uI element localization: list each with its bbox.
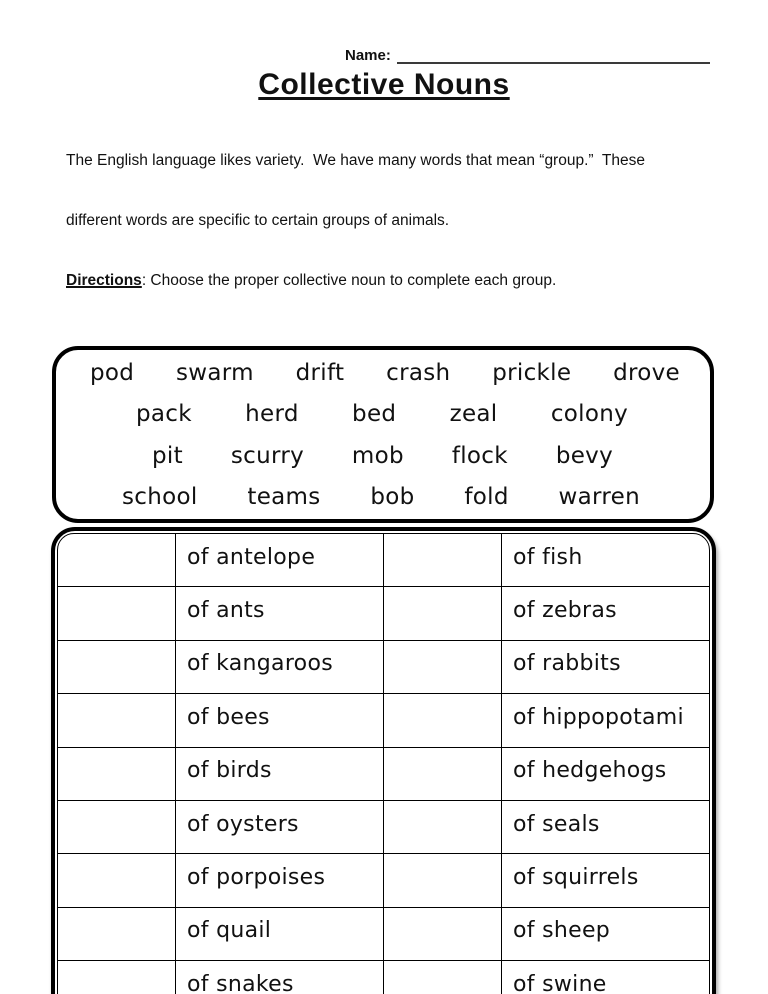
answer-blank-left[interactable] <box>58 854 176 908</box>
intro-paragraph: The English language likes variety. We h… <box>66 111 710 331</box>
group-label-right: of rabbits <box>502 641 709 695</box>
word-bank-row: school teams bob fold warren <box>56 477 710 519</box>
word-bank-word: teams <box>247 484 321 511</box>
word-bank: pod swarm drift crash prickle drove pack herd be… <box>52 346 714 523</box>
word-bank-word: mob <box>351 442 404 469</box>
answer-blank-left[interactable] <box>58 694 176 748</box>
word-bank-word: crash <box>386 359 451 386</box>
group-label-left: of antelope <box>176 534 384 588</box>
answer-table: of antelope of fish of ants of zebras of kan… <box>51 527 716 994</box>
answer-blank-right[interactable] <box>384 694 502 748</box>
word-bank-row: pod swarm drift crash prickle drove <box>56 352 710 394</box>
word-bank-word: herd <box>245 401 299 428</box>
word-bank-word: scurry <box>230 442 304 469</box>
answer-blank-right[interactable] <box>384 534 502 588</box>
group-label-right: of seals <box>502 801 709 855</box>
answer-blank-right[interactable] <box>384 800 502 855</box>
answer-blank-left[interactable] <box>58 961 176 994</box>
page-title: Collective Nouns <box>258 68 510 101</box>
word-bank-word: pack <box>136 401 192 428</box>
word-bank-word: drove <box>613 359 680 386</box>
word-bank-word: flock <box>451 442 508 469</box>
answer-blank-right[interactable] <box>384 587 502 641</box>
group-label-right: of swine <box>502 961 709 994</box>
answer-blank-left[interactable] <box>58 640 176 695</box>
word-bank-row: pack herd bed zeal colony <box>56 394 710 436</box>
group-label-left: of birds <box>176 747 384 801</box>
word-bank-word: bevy <box>555 442 613 469</box>
group-label-right: of squirrels <box>502 854 709 908</box>
group-label-right: of fish <box>502 534 709 588</box>
answer-blank-left[interactable] <box>58 587 176 641</box>
answer-blank-right[interactable] <box>384 907 502 962</box>
answer-blank-left[interactable] <box>58 747 176 801</box>
group-label-left: of ants <box>176 587 384 641</box>
intro-line-2: different words are specific to certain … <box>66 212 450 229</box>
word-bank-word: fold <box>464 484 509 511</box>
answer-blank-right[interactable] <box>384 961 502 994</box>
group-label-right: of hippopotami <box>502 694 709 748</box>
answer-blank-right[interactable] <box>384 747 502 801</box>
word-bank-word: colony <box>550 401 628 428</box>
name-label: Name: <box>345 47 391 64</box>
intro-line-1: The English language likes variety. We h… <box>66 152 645 169</box>
answer-table-grid: of antelope of fish of ants of zebras of kan… <box>58 534 709 994</box>
word-bank-word: drift <box>295 359 345 386</box>
word-bank-word: bob <box>370 484 415 511</box>
word-bank-word: zeal <box>449 401 498 428</box>
directions-line: Directions: Choose the proper collective… <box>66 271 710 291</box>
group-label-left: of oysters <box>176 800 384 855</box>
answer-blank-left[interactable] <box>58 534 176 588</box>
word-bank-word: swarm <box>175 359 254 386</box>
group-label-left: of snakes <box>176 961 384 994</box>
group-label-left: of quail <box>176 907 384 962</box>
answer-blank-right[interactable] <box>384 854 502 908</box>
name-row: Name: <box>345 44 710 64</box>
answer-blank-left[interactable] <box>58 907 176 962</box>
answer-table-inner: of antelope of fish of ants of zebras of kan… <box>57 533 710 994</box>
directions-text: : Choose the proper collective noun to c… <box>141 272 557 289</box>
group-label-left: of porpoises <box>176 854 384 908</box>
group-label-right: of hedgehogs <box>502 748 709 801</box>
word-bank-word: warren <box>558 484 640 511</box>
word-bank-word: pod <box>90 359 135 386</box>
group-label-left: of bees <box>176 694 384 748</box>
answer-blank-left[interactable] <box>58 800 176 855</box>
word-bank-word: pit <box>152 442 183 469</box>
word-bank-word: prickle <box>492 359 572 386</box>
directions-label: Directions <box>66 272 142 289</box>
group-label-right: of zebras <box>502 587 709 641</box>
word-bank-row: pit scurry mob flock bevy <box>56 435 710 477</box>
word-bank-word: bed <box>352 401 397 428</box>
answer-blank-right[interactable] <box>384 640 502 695</box>
group-label-left: of kangaroos <box>176 640 384 695</box>
name-field-line[interactable] <box>396 48 710 64</box>
group-label-right: of sheep <box>502 908 709 962</box>
word-bank-word: school <box>122 484 198 511</box>
